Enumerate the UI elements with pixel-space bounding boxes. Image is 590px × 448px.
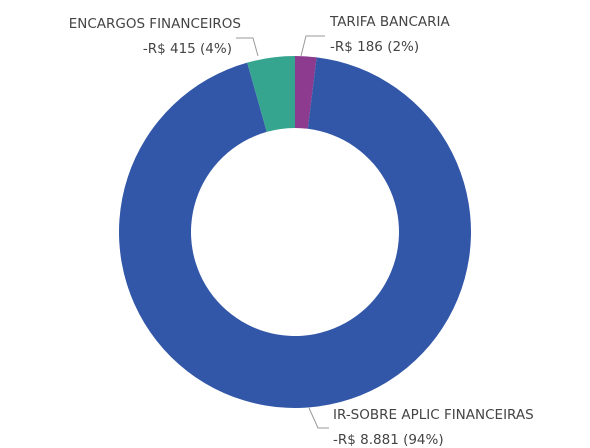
slice-value-label: -R$ 415 (4%) bbox=[143, 41, 232, 57]
leader-line bbox=[300, 35, 325, 57]
slice-label: TARIFA BANCARIA bbox=[329, 14, 450, 30]
slice-value-label: -R$ 186 (2%) bbox=[330, 39, 419, 55]
slice-label: ENCARGOS FINANCEIROS bbox=[69, 16, 241, 32]
leader-line bbox=[308, 407, 329, 429]
donut-slice bbox=[118, 57, 472, 408]
donut-slice bbox=[247, 56, 295, 132]
slice-value-label: -R$ 8.881 (94%) bbox=[333, 432, 444, 448]
leader-line bbox=[236, 37, 259, 57]
slice-label: IR-SOBRE APLIC FINANCEIRAS bbox=[333, 407, 534, 423]
donut-slice bbox=[295, 56, 317, 129]
